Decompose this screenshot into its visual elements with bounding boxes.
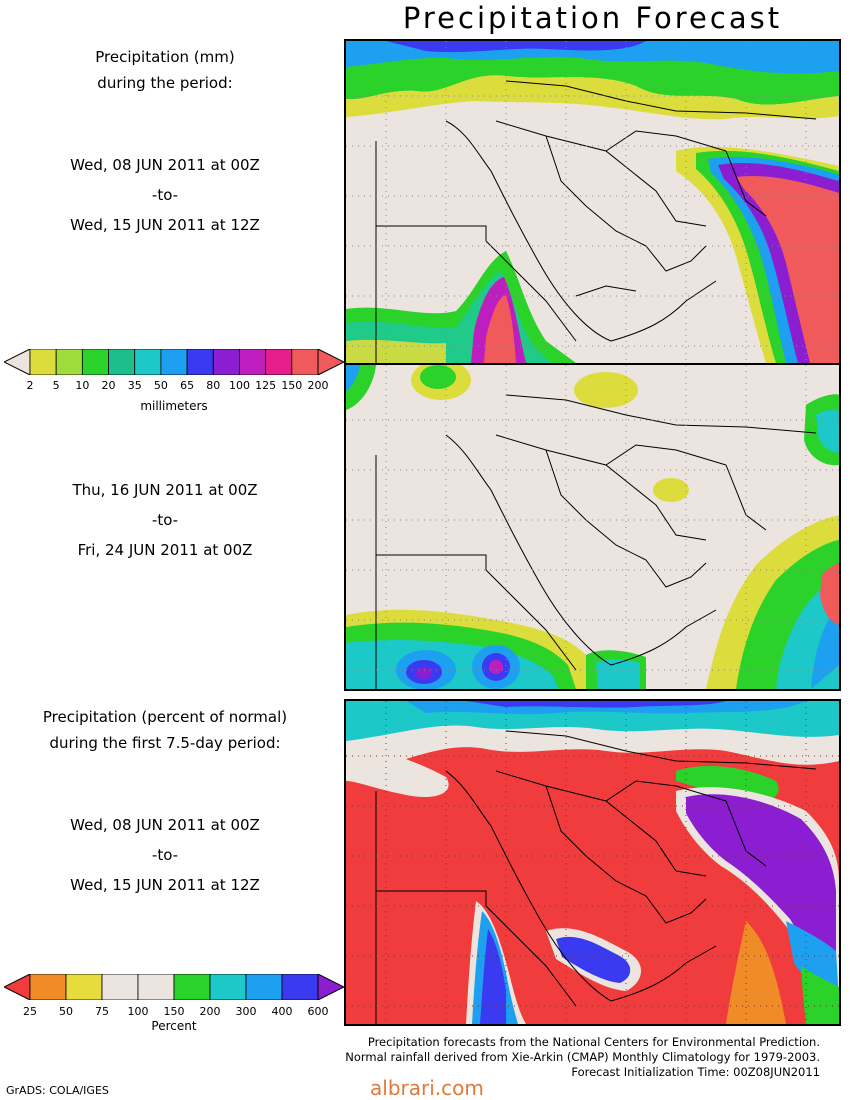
period1-sep: -to- — [151, 186, 179, 204]
pct-colorbar-swatch — [209, 973, 247, 1001]
map-panel-percent — [344, 699, 841, 1026]
footer-line1: Precipitation forecasts from the Nationa… — [367, 1035, 820, 1049]
period2-end: Fri, 24 JUN 2011 at 00Z — [77, 541, 253, 559]
mm-colorbar-tick-label: 200 — [307, 379, 329, 392]
pct-colorbar-arrow-left — [2, 973, 31, 1001]
mm-colorbar-tick-label: 50 — [153, 379, 168, 392]
precip-map-week2 — [346, 365, 839, 689]
mm-colorbar-swatch — [239, 348, 267, 376]
mm-colorbar-swatch — [81, 348, 109, 376]
period3-heading-line2: during the first 7.5-day period: — [49, 734, 281, 752]
mm-colorbar-tick-label: 2 — [26, 379, 34, 392]
period3-dates: Wed, 08 JUN 2011 at 00Z -to- Wed, 15 JUN… — [0, 810, 330, 900]
pct-colorbar-unit: Percent — [151, 1019, 197, 1033]
mm-colorbar-tick-label: 20 — [101, 379, 116, 392]
pct-colorbar-swatch — [281, 973, 319, 1001]
watermark: albrari.com — [370, 1076, 484, 1100]
mm-colorbar-labels: 2 5 10 20 35 50 65 80 100 125 150 200 — [4, 379, 344, 393]
pct-colorbar-tick-label: 400 — [271, 1005, 293, 1018]
mm-colorbar — [2, 348, 346, 376]
pct-colorbar-arrow-right — [317, 973, 346, 1001]
precip-percent-map — [346, 701, 839, 1024]
pct-colorbar-swatch — [245, 973, 283, 1001]
pct-colorbar-tick-label: 25 — [23, 1005, 37, 1018]
period3-sep: -to- — [151, 846, 179, 864]
period3-heading-line1: Precipitation (percent of normal) — [42, 708, 288, 726]
mm-colorbar-swatch — [265, 348, 293, 376]
mm-colorbar-tick-label: 35 — [127, 379, 142, 392]
mm-colorbar-swatch — [212, 348, 240, 376]
pct-colorbar-tick-label: 600 — [307, 1005, 329, 1018]
mm-colorbar-swatch — [108, 348, 136, 376]
period1-heading: Precipitation (mm) during the period: — [0, 44, 330, 96]
map-panel-week2 — [344, 363, 841, 691]
period1-start: Wed, 08 JUN 2011 at 00Z — [70, 156, 260, 174]
mm-colorbar-graphic — [2, 348, 346, 376]
mm-colorbar-swatch — [160, 348, 188, 376]
mm-colorbar-swatch — [29, 348, 57, 376]
period3-start: Wed, 08 JUN 2011 at 00Z — [70, 816, 260, 834]
pct-colorbar-swatch — [173, 973, 211, 1001]
map-panel-week1 — [344, 39, 841, 365]
pct-colorbar-swatch — [101, 973, 139, 1001]
footer-line2: Normal rainfall derived from Xie-Arkin (… — [345, 1050, 820, 1064]
mm-colorbar-swatch — [55, 348, 83, 376]
page-title: Precipitation Forecast — [402, 1, 783, 35]
mm-colorbar-swatch — [291, 348, 319, 376]
mm-colorbar-swatch — [186, 348, 214, 376]
pct-colorbar-labels: 25 50 75 100 150 200 300 400 600 — [4, 1005, 344, 1019]
pct-colorbar-tick-label: 300 — [235, 1005, 257, 1018]
mm-colorbar-tick-label: 65 — [180, 379, 195, 392]
period3-end: Wed, 15 JUN 2011 at 12Z — [70, 876, 260, 894]
mm-colorbar-tick-label: 10 — [75, 379, 90, 392]
period1-dates: Wed, 08 JUN 2011 at 00Z -to- Wed, 15 JUN… — [0, 150, 330, 240]
mm-colorbar-tick-label: 100 — [228, 379, 250, 392]
pct-colorbar-graphic — [2, 973, 346, 1001]
mm-colorbar-arrow-right — [317, 348, 346, 376]
pct-colorbar-tick-label: 50 — [59, 1005, 73, 1018]
period2-dates: Thu, 16 JUN 2011 at 00Z -to- Fri, 24 JUN… — [0, 475, 330, 565]
period1-heading-line1: Precipitation (mm) — [95, 48, 235, 66]
pct-colorbar-swatch — [65, 973, 103, 1001]
mm-colorbar-unit: millimeters — [140, 399, 208, 413]
footer-line3: Forecast Initialization Time: 00Z08JUN20… — [571, 1065, 820, 1079]
mm-colorbar-tick-label: 150 — [281, 379, 303, 392]
pct-colorbar-tick-label: 150 — [163, 1005, 185, 1018]
mm-colorbar-arrow-left — [2, 348, 31, 376]
precip-map-week1 — [346, 41, 839, 363]
pct-colorbar-tick-label: 75 — [95, 1005, 109, 1018]
mm-colorbar-swatch — [134, 348, 162, 376]
pct-colorbar-tick-label: 200 — [199, 1005, 221, 1018]
mm-colorbar-tick-label: 80 — [206, 379, 221, 392]
pct-colorbar-swatch — [137, 973, 175, 1001]
period1-heading-line2: during the period: — [97, 74, 233, 92]
period1-end: Wed, 15 JUN 2011 at 12Z — [70, 216, 260, 234]
footer-notes: Precipitation forecasts from the Nationa… — [345, 1035, 820, 1080]
pct-colorbar-swatch — [29, 973, 67, 1001]
pct-colorbar — [2, 973, 346, 1001]
period2-start: Thu, 16 JUN 2011 at 00Z — [72, 481, 258, 499]
mm-colorbar-tick-label: 125 — [255, 379, 277, 392]
grads-credit: GrADS: COLA/IGES — [6, 1084, 109, 1097]
period2-sep: -to- — [151, 511, 179, 529]
period3-heading: Precipitation (percent of normal) during… — [0, 704, 330, 756]
pct-colorbar-tick-label: 100 — [127, 1005, 149, 1018]
mm-colorbar-tick-label: 5 — [52, 379, 60, 392]
